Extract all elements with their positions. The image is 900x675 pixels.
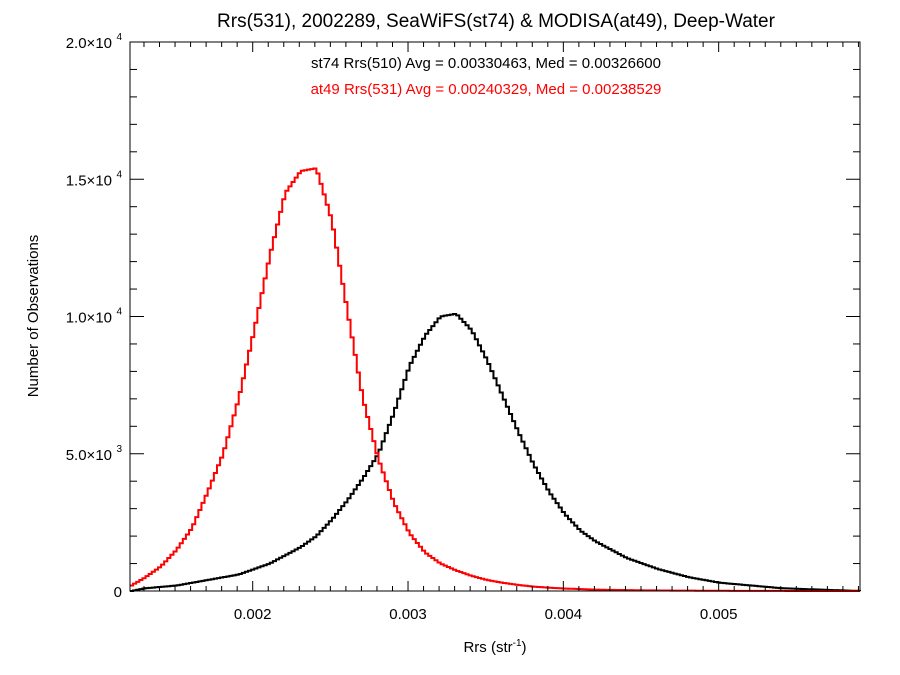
- y-tick-exponent: 4: [116, 169, 122, 180]
- x-axis-label-sup: -1: [513, 638, 522, 649]
- x-axis-label: Rrs (str-1): [463, 638, 526, 656]
- x-axis-label-main: Rrs (str: [463, 639, 512, 656]
- y-tick-exponent: 3: [116, 444, 122, 455]
- annotation-2: at49 Rrs(531) Avg = 0.00240329, Med = 0.…: [311, 81, 662, 98]
- y-tick-mantissa: 2.0×10: [66, 35, 112, 52]
- y-tick-label: 0: [114, 584, 122, 601]
- y-tick-exponent: 4: [116, 32, 122, 43]
- x-tick-label: 0.004: [545, 606, 583, 623]
- y-tick-label: 1.5×10: [66, 172, 112, 189]
- y-axis-label: Number of Observations: [25, 235, 42, 398]
- ticks-layer: 0.002 0.003 0.004 0.005 0 5.0×10 3 1.0×10 4 1.5×1…: [66, 32, 860, 623]
- x-tick-label: 0.003: [389, 606, 427, 623]
- series-layer: [130, 167, 861, 592]
- y-tick-mantissa: 1.0×10: [66, 310, 112, 327]
- plot-frame: [129, 41, 861, 592]
- annotations: st74 Rrs(510) Avg = 0.00330463, Med = 0.…: [311, 55, 662, 98]
- series-line-2: [130, 167, 860, 592]
- y-tick-label: 2.0×10: [66, 35, 112, 52]
- y-tick-mantissa: 5.0×10: [66, 447, 112, 464]
- x-tick-label: 0.005: [700, 606, 738, 623]
- y-tick-label: 5.0×10: [66, 447, 112, 464]
- x-tick-label: 0.002: [234, 606, 272, 623]
- chart-title: Rrs(531), 2002289, SeaWiFS(st74) & MODIS…: [217, 11, 776, 32]
- y-tick-label: 1.0×10: [66, 310, 112, 327]
- annotation-1: st74 Rrs(510) Avg = 0.00330463, Med = 0.…: [311, 55, 661, 72]
- y-tick-mantissa: 0: [114, 584, 122, 601]
- series-line-1: [130, 313, 861, 592]
- x-axis-label-close: ): [522, 639, 527, 656]
- y-tick-mantissa: 1.5×10: [66, 172, 112, 189]
- y-tick-exponent: 4: [116, 307, 122, 318]
